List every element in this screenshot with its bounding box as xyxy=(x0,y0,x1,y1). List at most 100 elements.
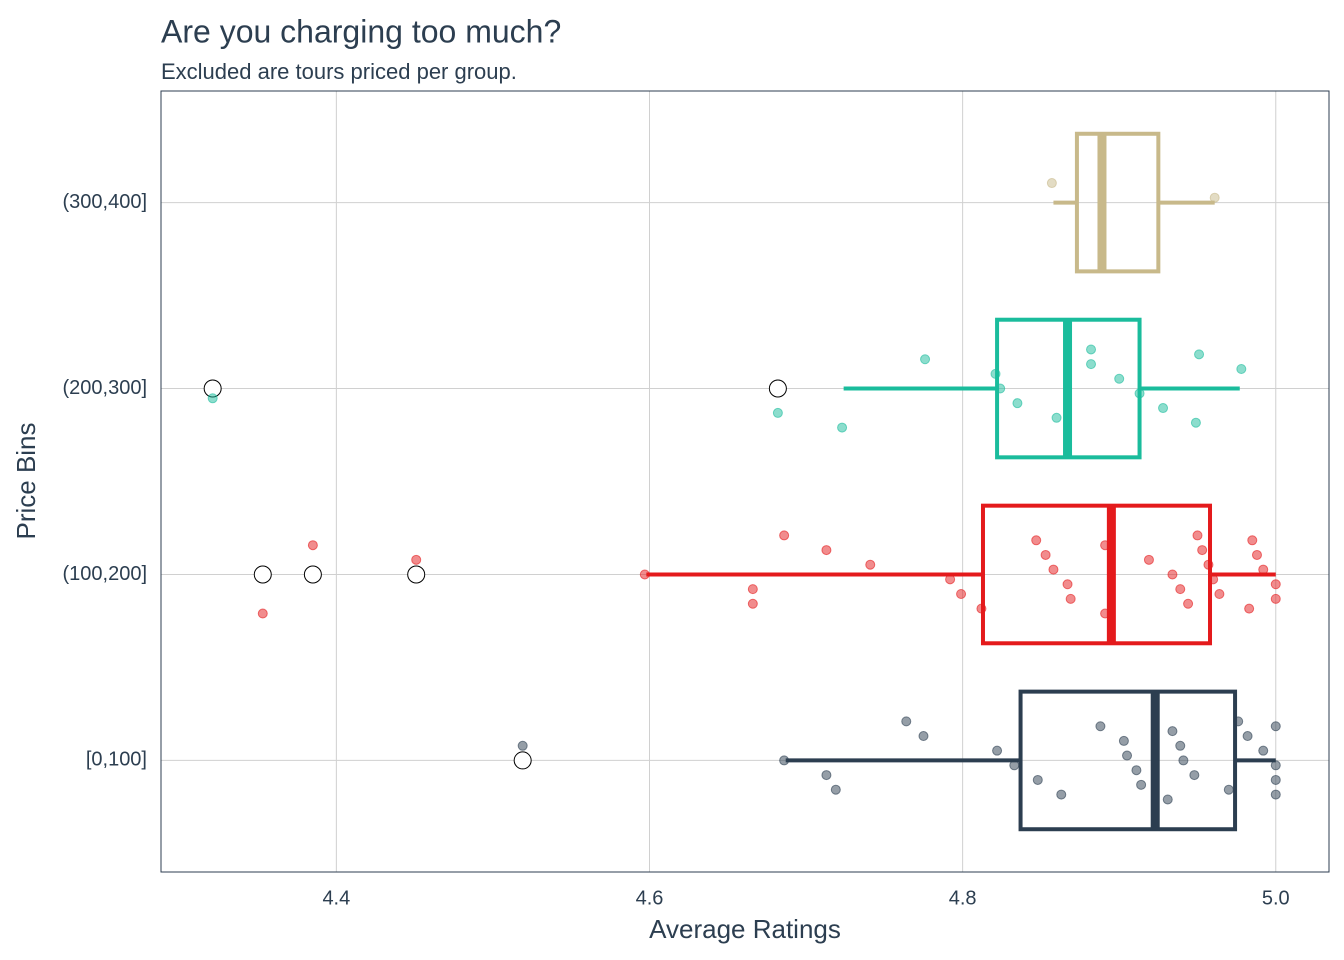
data-point xyxy=(956,589,967,600)
data-point xyxy=(1114,373,1125,384)
data-point xyxy=(945,574,956,585)
x-tick-label: 4.6 xyxy=(636,887,664,909)
data-point xyxy=(1270,593,1281,604)
data-point xyxy=(1192,530,1203,541)
data-point xyxy=(1134,388,1145,399)
data-point xyxy=(1175,584,1186,595)
chart-title: Are you charging too much? xyxy=(161,13,561,49)
data-point xyxy=(517,740,528,751)
data-point xyxy=(779,530,790,541)
data-point xyxy=(837,422,848,433)
data-point xyxy=(639,569,650,580)
data-point xyxy=(257,608,268,619)
data-point xyxy=(830,784,841,795)
data-point xyxy=(1158,403,1169,414)
data-point xyxy=(821,770,832,781)
data-point xyxy=(920,354,931,365)
data-point xyxy=(1244,603,1255,614)
data-point xyxy=(1270,721,1281,732)
y-tick-label: (200,300] xyxy=(62,377,147,399)
data-point xyxy=(1214,589,1225,600)
data-point xyxy=(1203,559,1214,570)
x-axis-label: Average Ratings xyxy=(649,914,841,944)
data-point xyxy=(1046,178,1057,189)
data-point xyxy=(411,554,422,565)
data-point xyxy=(1183,598,1194,609)
data-point xyxy=(1086,344,1097,355)
data-point xyxy=(1167,726,1178,737)
data-point xyxy=(1175,740,1186,751)
data-point xyxy=(1100,540,1111,551)
plot-border xyxy=(160,90,1330,873)
data-point xyxy=(1233,716,1244,727)
data-point xyxy=(901,716,912,727)
data-point xyxy=(772,407,783,418)
data-point xyxy=(995,383,1006,394)
data-point xyxy=(1086,359,1097,370)
data-point xyxy=(1270,760,1281,771)
data-point xyxy=(1062,579,1073,590)
data-point xyxy=(1051,412,1062,423)
data-point xyxy=(1247,535,1258,546)
data-point xyxy=(1197,545,1208,556)
y-tick-label: (300,400] xyxy=(62,191,147,213)
box xyxy=(1018,689,1238,832)
data-point xyxy=(1223,784,1234,795)
data-point xyxy=(992,745,1003,756)
data-point xyxy=(1095,721,1106,732)
outlier xyxy=(768,379,787,398)
data-point xyxy=(307,540,318,551)
data-point xyxy=(1270,774,1281,785)
outlier xyxy=(513,751,532,770)
data-point xyxy=(1209,192,1220,203)
data-point xyxy=(865,559,876,570)
data-point xyxy=(1065,593,1076,604)
y-tick-label: (100,200] xyxy=(62,563,147,585)
data-point xyxy=(1136,779,1147,790)
data-point xyxy=(1242,731,1253,742)
data-point xyxy=(1258,745,1269,756)
data-point xyxy=(1009,760,1020,771)
data-point xyxy=(207,393,218,404)
data-point xyxy=(779,755,790,766)
plot-marks xyxy=(203,131,1281,832)
data-point xyxy=(1236,363,1247,374)
data-point xyxy=(1048,564,1059,575)
outlier xyxy=(253,565,272,584)
data-point xyxy=(747,598,758,609)
data-point xyxy=(1270,579,1281,590)
x-tick-label: 4.4 xyxy=(322,887,350,909)
x-tick-label: 5.0 xyxy=(1262,887,1290,909)
outlier xyxy=(407,565,426,584)
data-point xyxy=(1178,755,1189,766)
data-point xyxy=(747,584,758,595)
data-point xyxy=(1143,554,1154,565)
data-point xyxy=(1189,770,1200,781)
data-point xyxy=(1056,789,1067,800)
data-point xyxy=(1031,535,1042,546)
data-point xyxy=(1012,398,1023,409)
data-point xyxy=(1100,608,1111,619)
data-point xyxy=(1162,794,1173,805)
data-point xyxy=(1190,417,1201,428)
box xyxy=(980,503,1213,646)
data-point xyxy=(821,545,832,556)
data-point xyxy=(1208,574,1219,585)
data-point xyxy=(1118,735,1129,746)
x-tick-label: 4.8 xyxy=(949,887,977,909)
data-point xyxy=(1251,549,1262,560)
outlier xyxy=(303,565,322,584)
box xyxy=(1074,131,1161,274)
data-point xyxy=(1194,349,1205,360)
data-point xyxy=(990,368,1001,379)
data-point xyxy=(1167,569,1178,580)
data-point xyxy=(1131,765,1142,776)
data-point xyxy=(976,603,987,614)
chart-subtitle: Excluded are tours priced per group. xyxy=(161,59,517,84)
data-point xyxy=(1122,750,1133,761)
data-point xyxy=(1040,549,1051,560)
data-point xyxy=(918,731,929,742)
data-point xyxy=(1258,564,1269,575)
